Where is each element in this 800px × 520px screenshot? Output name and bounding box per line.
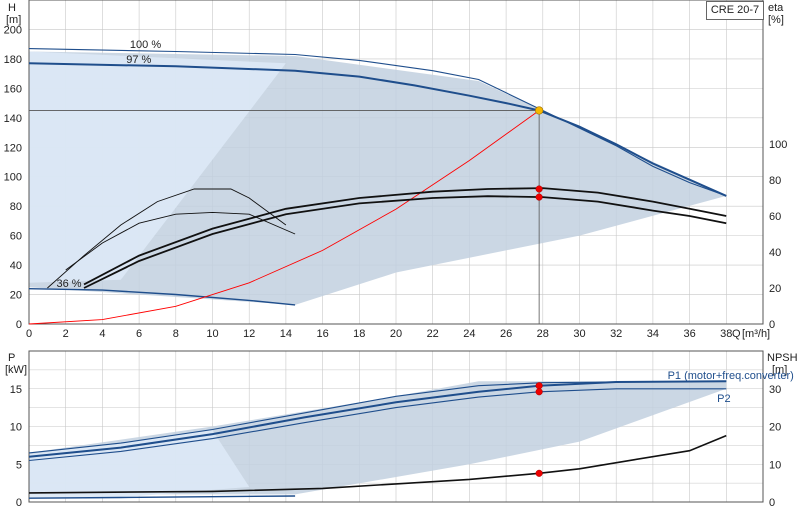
y-tick-label: 40 [10, 260, 22, 272]
y-tick-label: 0 [16, 497, 22, 509]
y-axis-unit: [kW] [5, 364, 27, 376]
y2-tick-label: 20 [769, 422, 781, 434]
y2-tick-label: 0 [769, 319, 775, 331]
x-tick-label: 36 [683, 328, 695, 340]
power-marker [535, 388, 543, 396]
light-region [29, 51, 286, 283]
x-axis-label: Q [732, 328, 741, 340]
x-tick-label: 38 [720, 328, 732, 340]
y2-axis-unit: [%] [768, 14, 784, 26]
y-tick-label: 160 [4, 83, 22, 95]
eta-mid-curve [65, 211, 296, 271]
y-axis-unit: [m] [6, 14, 21, 26]
pump-model-label: CRE 20-7 [706, 1, 764, 20]
x-tick-label: 2 [63, 328, 69, 340]
x-tick-label: 26 [500, 328, 512, 340]
efficiency-marker [535, 193, 543, 201]
x-tick-label: 22 [427, 328, 439, 340]
x-tick-label: 10 [206, 328, 218, 340]
x-tick-label: 14 [280, 328, 292, 340]
y2-axis-unit: [m] [772, 364, 787, 376]
y-tick-label: 100 [4, 172, 22, 184]
eta-max-curve [83, 187, 727, 286]
y-tick-label: 80 [10, 201, 22, 213]
system-curve [28, 110, 540, 325]
y-tick-label: 120 [4, 142, 22, 154]
head-36-curve [28, 288, 296, 306]
duty-point-marker [535, 106, 544, 115]
eta-low-curve [47, 188, 287, 289]
eta-97-curve [83, 195, 727, 289]
p1-97-curve [28, 380, 727, 458]
p2-curve [28, 388, 727, 462]
p-36-curve [28, 495, 296, 499]
y-axis-label: P [8, 352, 15, 364]
plot-frame [28, 350, 764, 503]
x-tick-label: 28 [537, 328, 549, 340]
x-tick-label: 16 [316, 328, 328, 340]
y2-axis-label: NPSH [767, 352, 798, 364]
y-tick-label: 15 [10, 384, 22, 396]
y2-tick-label: 20 [769, 283, 781, 295]
y2-tick-label: 30 [769, 384, 781, 396]
head-max-curve [28, 48, 727, 197]
x-tick-label: 32 [610, 328, 622, 340]
x-tick-label: 0 [26, 328, 32, 340]
power-npsh-panel: 0 5 10 15 0 10 20 30 P[kW] NPSH[m]P1 (motor+freq.… [5, 350, 798, 509]
speed-annotation: 97 % [126, 54, 151, 66]
y2-tick-label: 60 [769, 211, 781, 223]
y-axis-label: H [8, 2, 16, 14]
y-tick-label: 140 [4, 113, 22, 125]
head-efficiency-panel: 0 2 4 6 8 10 12 14 16 18 20 22 24 26 28 30 32 34 36 3802040… [4, 0, 787, 340]
legend-entry: P2 [717, 393, 730, 405]
y2-axis-label: eta [768, 2, 784, 14]
y-tick-label: 0 [16, 319, 22, 331]
efficiency-marker [535, 185, 543, 193]
x-tick-label: 8 [173, 328, 179, 340]
y-tick-label: 200 [4, 24, 22, 36]
y2-tick-label: 0 [769, 497, 775, 509]
x-tick-label: 18 [353, 328, 365, 340]
x-tick-label: 20 [390, 328, 402, 340]
y2-tick-label: 10 [769, 459, 781, 471]
speed-annotation: 36 % [57, 278, 82, 290]
y-tick-label: 10 [10, 422, 22, 434]
x-tick-label: 6 [136, 328, 142, 340]
y-tick-label: 20 [10, 290, 22, 302]
power-marker [535, 382, 543, 390]
y-tick-label: 180 [4, 54, 22, 66]
x-tick-label: 12 [243, 328, 255, 340]
y-tick-label: 5 [16, 459, 22, 471]
y-tick-label: 60 [10, 231, 22, 243]
x-tick-label: 24 [463, 328, 475, 340]
x-tick-label: 34 [647, 328, 659, 340]
y2-tick-label: 100 [769, 139, 787, 151]
y2-tick-label: 40 [769, 247, 781, 259]
x-tick-label: 4 [99, 328, 105, 340]
npsh-curve [28, 434, 727, 494]
head-97-curve [28, 62, 727, 197]
speed-annotation: 100 % [130, 39, 161, 51]
x-tick-label: 30 [573, 328, 585, 340]
x-axis-unit: [m³/h] [742, 328, 770, 340]
y2-tick-label: 80 [769, 175, 781, 187]
plot-frame [28, 0, 764, 325]
npsh-marker [535, 469, 543, 477]
legend-entry: P1 (motor+freq.converter) [668, 370, 794, 382]
